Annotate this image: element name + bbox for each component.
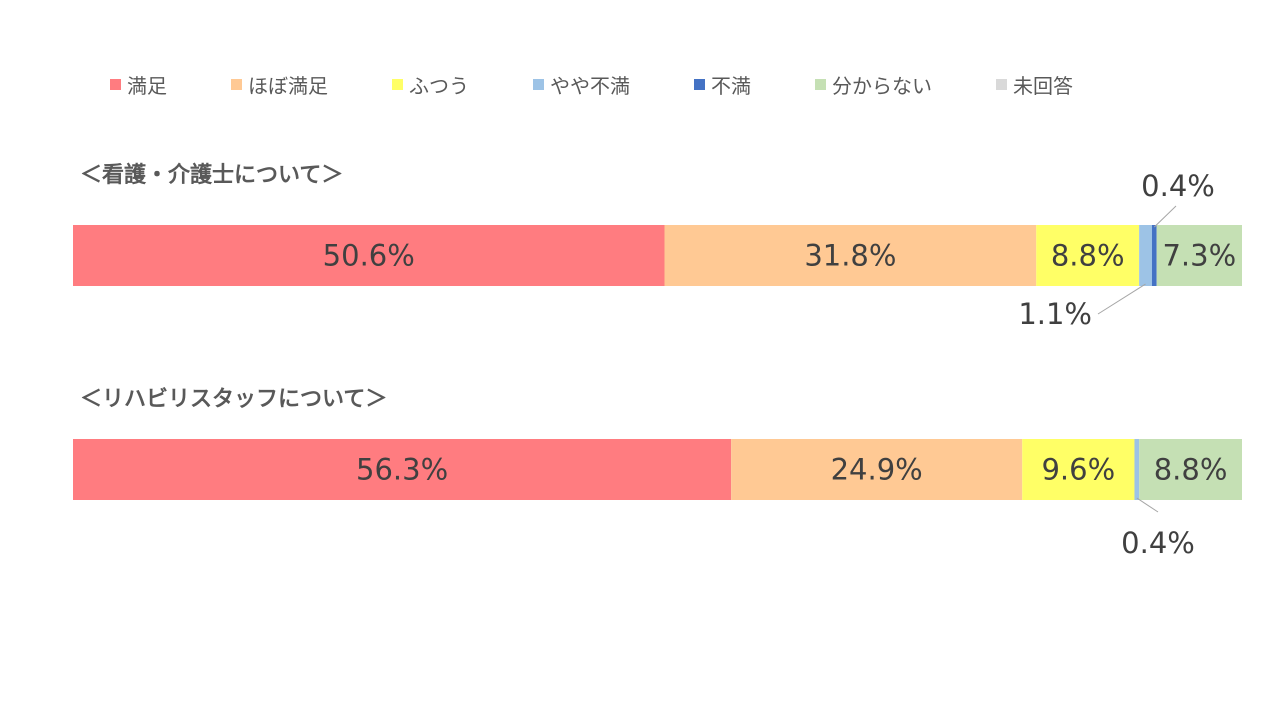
bar-segment	[1139, 439, 1242, 500]
legend-item: 満足	[110, 70, 167, 99]
legend-swatch	[110, 78, 121, 90]
leader-line	[1097, 283, 1146, 315]
data-label-outside: 1.1%	[1018, 297, 1092, 331]
legend-item: 未回答	[996, 70, 1073, 99]
legend-swatch	[231, 78, 242, 90]
bar-segment	[1139, 225, 1152, 286]
data-label: 56.3%	[356, 453, 448, 487]
data-label: 24.9%	[831, 453, 923, 487]
legend-swatch	[533, 78, 544, 90]
data-label: 31.8%	[804, 239, 896, 273]
legend-swatch	[392, 78, 403, 90]
legend-label: ふつう	[409, 73, 469, 98]
legend-label: 不満	[711, 73, 751, 98]
leader-line	[1136, 497, 1159, 513]
legend-swatch	[996, 78, 1007, 90]
bar-segment	[1036, 225, 1140, 286]
legend-item: 分からない	[815, 70, 932, 99]
data-label-outside: 0.4%	[1121, 526, 1195, 560]
legend-swatch	[694, 78, 705, 90]
data-label: 50.6%	[323, 239, 415, 273]
legend-swatch	[815, 78, 826, 90]
legend-label: 満足	[127, 73, 167, 98]
bar-segment	[73, 439, 732, 500]
legend-label: 未回答	[1013, 73, 1073, 98]
bar-segment	[664, 225, 1037, 286]
data-label: 7.3%	[1162, 239, 1236, 273]
legend-label: 分からない	[832, 73, 932, 98]
legend-label: やや不満	[550, 73, 630, 98]
legend-item: やや不満	[533, 70, 630, 99]
bar-segment	[1134, 439, 1140, 500]
bar-segment	[1151, 225, 1157, 286]
legend-item: ふつう	[392, 70, 469, 99]
bar-segment	[1156, 225, 1242, 286]
bar-segment	[73, 225, 665, 286]
chart-legend: 満足 ほぼ満足 ふつう やや不満 不満 分からない 未回答	[110, 68, 1137, 100]
data-label: 9.6%	[1041, 453, 1115, 487]
leader-line	[1153, 205, 1177, 228]
section-title-nursing: ＜看護・介護士について＞	[80, 163, 344, 188]
data-label-outside: 0.4%	[1141, 169, 1215, 203]
data-label: 8.8%	[1154, 453, 1228, 487]
data-label: 8.8%	[1051, 239, 1125, 273]
legend-item: 不満	[694, 70, 751, 99]
legend-label: ほぼ満足	[248, 73, 328, 98]
legend-item: ほぼ満足	[231, 70, 328, 99]
bar-segment	[1022, 439, 1135, 500]
section-title-rehab: ＜リハビリスタッフについて＞	[80, 387, 388, 412]
bar-segment	[731, 439, 1023, 500]
